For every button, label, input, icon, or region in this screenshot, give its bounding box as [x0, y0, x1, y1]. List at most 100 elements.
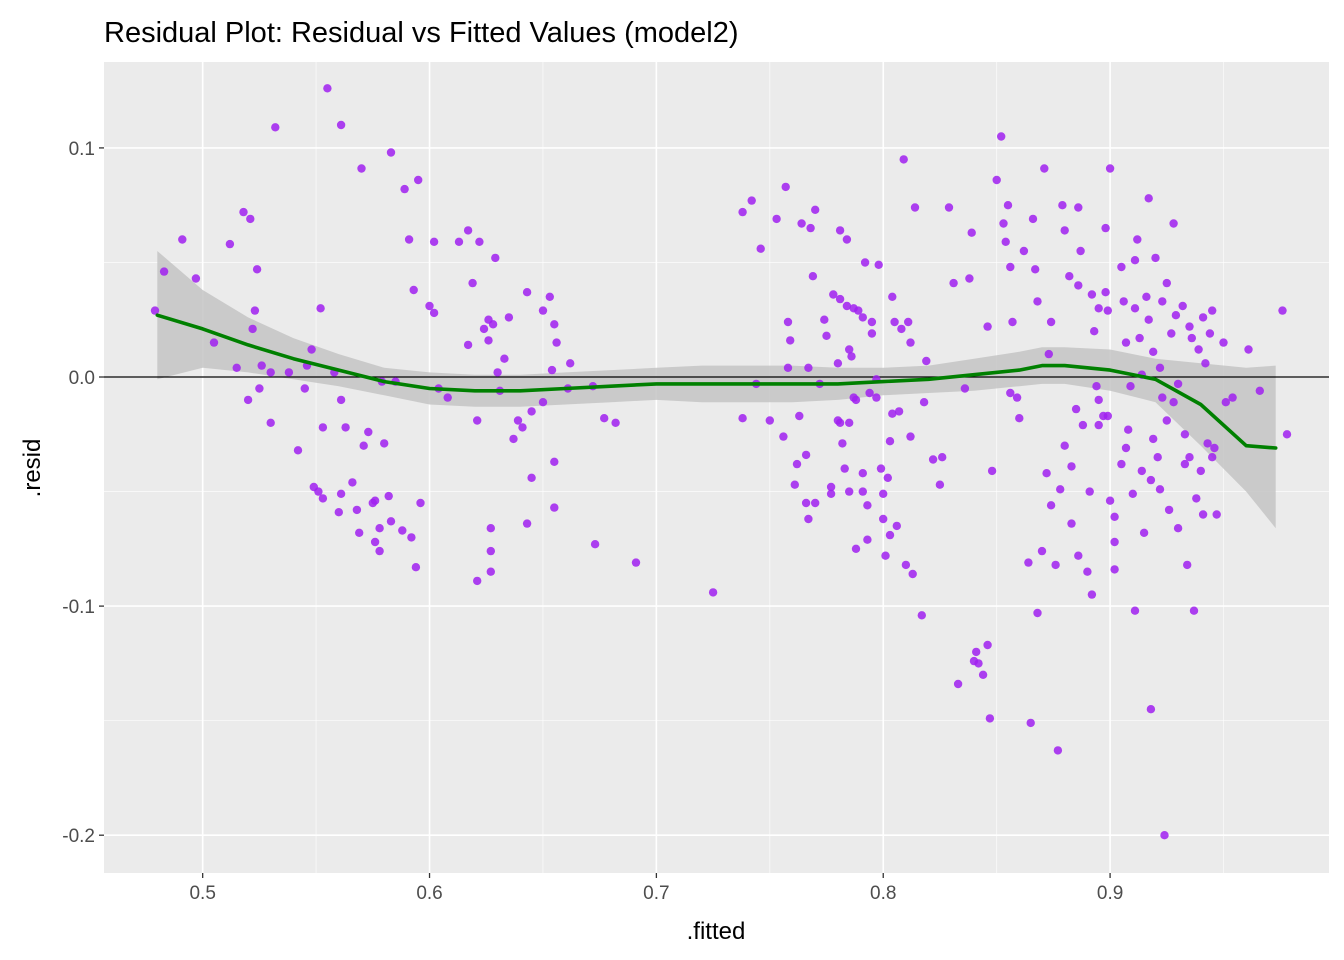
data-point — [232, 363, 241, 372]
data-point — [967, 228, 976, 237]
data-point — [1026, 718, 1035, 728]
data-point — [1053, 746, 1063, 755]
data-point — [1178, 301, 1187, 311]
data-point — [835, 418, 845, 427]
data-point — [473, 576, 482, 586]
data-point — [1037, 546, 1047, 556]
data-point — [1169, 219, 1178, 228]
data-point — [1024, 558, 1033, 567]
data-point — [1003, 201, 1013, 210]
data-point — [1074, 551, 1083, 560]
x-tick-label: 0.5 — [189, 883, 215, 904]
data-point — [409, 285, 418, 295]
data-point — [522, 519, 532, 528]
data-point — [1164, 505, 1174, 515]
data-point — [266, 368, 275, 377]
data-point — [910, 203, 920, 212]
data-point — [341, 423, 350, 432]
data-point — [899, 155, 908, 164]
data-point — [851, 544, 861, 553]
data-point — [829, 290, 838, 299]
data-point — [250, 306, 260, 315]
data-point — [1189, 606, 1199, 615]
data-point — [486, 524, 495, 533]
data-point — [443, 393, 452, 402]
data-point — [790, 480, 799, 489]
data-point — [1076, 246, 1085, 256]
data-point — [997, 132, 1006, 141]
y-tick-label: -0.2 — [62, 826, 95, 847]
data-point — [835, 226, 845, 235]
data-point — [1205, 329, 1215, 338]
data-point — [486, 546, 495, 556]
data-point — [1046, 501, 1056, 510]
data-point — [756, 244, 765, 253]
data-point — [518, 423, 527, 432]
data-point — [307, 345, 316, 354]
data-point — [901, 560, 911, 570]
x-tick-label: 0.8 — [870, 883, 896, 904]
data-point — [1087, 590, 1097, 599]
data-point — [747, 196, 756, 205]
data-point — [876, 464, 886, 473]
data-point — [400, 184, 409, 194]
data-point — [1065, 272, 1074, 281]
data-point — [493, 368, 502, 377]
data-point — [1103, 306, 1113, 315]
data-point — [1124, 425, 1133, 434]
data-point — [545, 292, 554, 301]
data-point — [972, 647, 981, 657]
data-point — [1162, 416, 1172, 425]
data-point — [917, 611, 926, 620]
data-point — [266, 418, 275, 427]
data-point — [879, 489, 888, 498]
data-point — [1074, 203, 1083, 212]
data-point — [1015, 414, 1024, 423]
data-point — [600, 414, 609, 423]
chart-title: Residual Plot: Residual vs Fitted Values… — [104, 17, 739, 49]
data-point — [243, 395, 253, 405]
data-point — [239, 207, 248, 217]
data-point — [1146, 475, 1156, 485]
data-point — [783, 317, 793, 327]
plot-panel — [104, 62, 1329, 873]
data-point — [1117, 459, 1126, 469]
data-point — [801, 450, 811, 460]
data-point — [1137, 466, 1147, 476]
x-axis-title: .fitted — [687, 918, 746, 945]
data-point — [1090, 327, 1099, 336]
data-point — [1067, 462, 1076, 471]
data-point — [1033, 297, 1042, 306]
data-point — [845, 345, 854, 354]
data-point — [1212, 510, 1221, 519]
smooth-curve — [155, 313, 1278, 450]
data-point — [386, 148, 396, 157]
data-point — [384, 491, 393, 501]
data-point — [318, 423, 328, 432]
data-point — [863, 535, 872, 544]
data-point — [1180, 430, 1190, 439]
data-point — [252, 265, 262, 274]
data-point — [783, 363, 793, 372]
data-point — [1180, 459, 1190, 469]
data-point — [1130, 304, 1140, 313]
data-point — [906, 432, 915, 441]
data-point — [355, 528, 364, 537]
data-point — [1219, 338, 1228, 347]
data-point — [1083, 567, 1092, 576]
data-point — [842, 235, 852, 244]
data-point — [1105, 164, 1115, 173]
data-point — [316, 304, 325, 313]
data-point — [938, 453, 947, 462]
data-point — [1085, 487, 1094, 496]
data-point — [960, 384, 970, 393]
data-point — [781, 182, 790, 192]
data-point — [150, 306, 160, 315]
data-point — [845, 418, 854, 427]
data-point — [488, 320, 498, 329]
data-point — [1126, 382, 1135, 391]
data-point — [1012, 393, 1022, 402]
data-point — [842, 301, 852, 311]
data-point — [935, 480, 945, 489]
